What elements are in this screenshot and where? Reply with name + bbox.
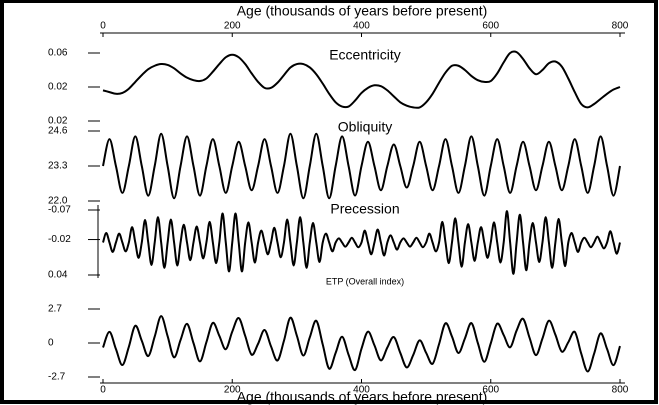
x-axis-title: Age (thousands of years before present): [237, 3, 488, 19]
x-tick-label: 0: [100, 385, 106, 396]
y-tick-label: 22.0: [48, 196, 68, 207]
x-tick-label: 0: [100, 21, 106, 32]
x-tick-label: 400: [353, 385, 370, 396]
data-line: [102, 50, 621, 109]
panel-title: Precession: [330, 201, 399, 217]
y-tick-label: -2.7: [48, 372, 66, 383]
x-tick-label: 400: [353, 21, 370, 32]
y-tick-label: 23.3: [48, 161, 68, 172]
panel-title: Eccentricity: [329, 47, 401, 63]
data-line: [102, 315, 621, 373]
y-tick-label: -0.07: [48, 205, 71, 216]
panel-title: Obliquity: [338, 119, 392, 135]
x-tick-label: 200: [224, 21, 241, 32]
y-tick-label: 0: [48, 338, 54, 349]
y-tick-label: 0.02: [48, 82, 68, 93]
data-line: [102, 210, 621, 275]
x-tick-label: 800: [612, 21, 629, 32]
y-tick-label: -0.02: [48, 234, 71, 245]
panel-title: ETP (Overall index): [326, 276, 404, 286]
x-tick-label: 200: [224, 385, 241, 396]
x-tick-label: 600: [482, 21, 499, 32]
y-tick-label: 2.7: [48, 304, 62, 315]
y-tick-label: 0.02: [48, 116, 68, 127]
x-axis-title: Age (thousands of years before present): [237, 389, 488, 405]
y-tick-label: 24.6: [48, 126, 68, 137]
x-tick-label: 800: [612, 385, 629, 396]
y-tick-label: 0.06: [48, 48, 68, 59]
data-line: [102, 132, 621, 200]
x-tick-label: 600: [482, 385, 499, 396]
y-tick-label: 0.04: [48, 270, 68, 281]
